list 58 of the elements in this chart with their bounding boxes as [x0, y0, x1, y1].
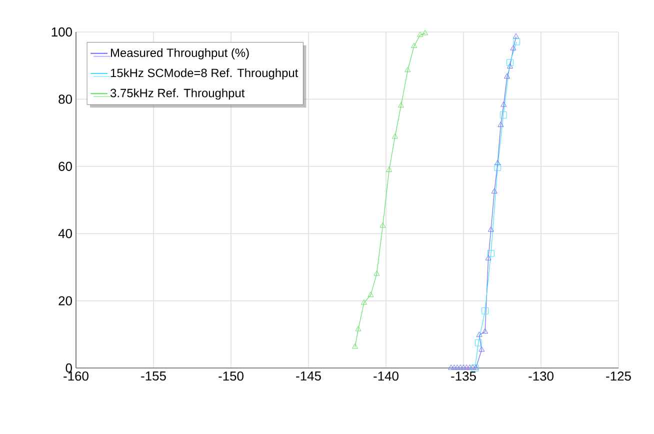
point — [494, 160, 501, 166]
point — [374, 270, 380, 276]
y-tick-label: 40 — [58, 229, 72, 238]
x-tick-label: -140 — [374, 372, 398, 381]
point — [466, 364, 473, 370]
point — [386, 166, 392, 172]
point — [352, 343, 358, 349]
point — [380, 222, 386, 228]
point — [451, 364, 458, 370]
point — [360, 299, 368, 305]
x-tick-label: -135 — [451, 372, 476, 381]
x-tick-label: -155 — [141, 372, 166, 381]
point — [454, 364, 460, 370]
point — [500, 112, 507, 118]
point — [506, 63, 514, 68]
point — [510, 45, 516, 50]
point — [476, 332, 482, 337]
point — [482, 307, 488, 314]
point — [392, 133, 398, 139]
point — [411, 42, 418, 48]
x-tick-label: -130 — [528, 372, 554, 381]
point — [488, 250, 494, 257]
point — [513, 33, 520, 39]
y-tick-label: 0 — [66, 363, 72, 373]
point — [494, 164, 502, 171]
point — [464, 364, 470, 370]
point — [422, 30, 428, 36]
point — [417, 32, 424, 37]
point — [398, 102, 404, 108]
x-tick-label: -150 — [218, 372, 244, 381]
point — [470, 364, 476, 370]
point — [498, 122, 504, 127]
legend-label: 15kHz SCMode=8 Ref. Throughput — [110, 68, 298, 80]
y-tick-label: 20 — [58, 296, 72, 306]
point — [478, 346, 485, 352]
point — [482, 328, 488, 334]
point — [368, 292, 374, 297]
point — [485, 255, 492, 260]
y-tick-label: 60 — [58, 162, 72, 171]
x-tick-label: -125 — [606, 372, 631, 381]
point — [506, 59, 514, 66]
point — [404, 66, 411, 72]
point — [460, 364, 467, 370]
point — [500, 101, 507, 107]
point — [355, 326, 362, 332]
legend-label: Measured Throughput (%) — [111, 48, 249, 60]
point — [513, 38, 520, 46]
y-tick-label: 80 — [58, 94, 72, 104]
y-tick-label: 100 — [52, 27, 72, 37]
x-tick-label: -145 — [296, 372, 321, 381]
point — [448, 364, 454, 370]
point — [488, 226, 494, 232]
point — [504, 73, 510, 79]
x-tick-label: -160 — [64, 372, 88, 381]
point — [457, 364, 464, 370]
point — [491, 188, 498, 194]
legend-label: 3.75kHz Ref. Throughput — [110, 88, 245, 100]
point — [474, 339, 482, 346]
